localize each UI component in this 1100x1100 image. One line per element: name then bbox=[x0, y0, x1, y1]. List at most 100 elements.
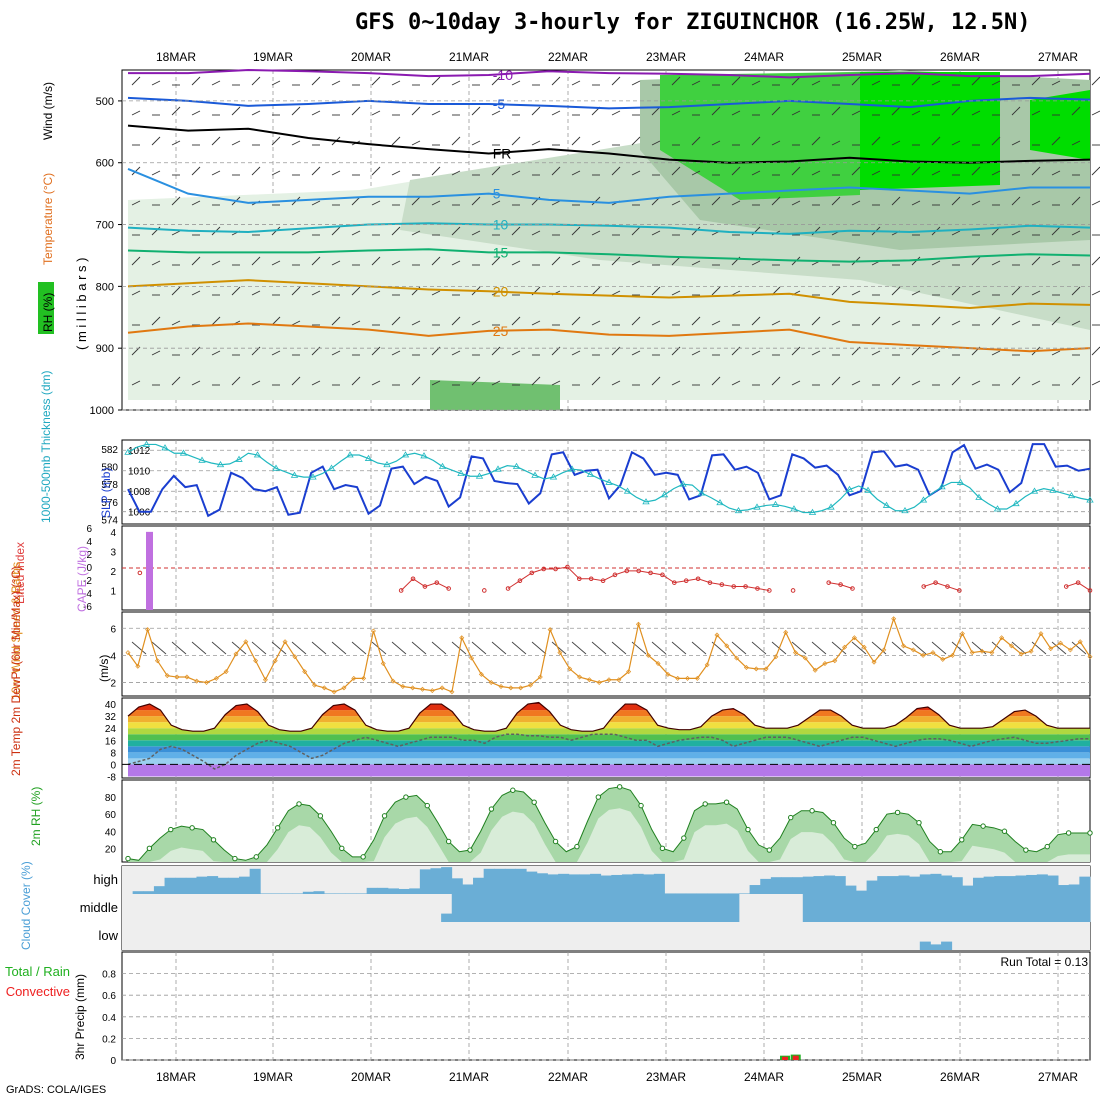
cloud-bar-high bbox=[1026, 874, 1038, 894]
date-label-top: 22MAR bbox=[548, 50, 588, 64]
cloud-bar-high bbox=[164, 877, 176, 894]
wind-barb bbox=[231, 376, 241, 386]
wind-barb bbox=[1091, 380, 1100, 386]
isotherm-label: FR bbox=[493, 145, 512, 161]
wind-barb bbox=[231, 641, 247, 655]
wind-barb bbox=[471, 140, 481, 146]
wind-barb bbox=[571, 350, 581, 356]
wind-barb bbox=[591, 230, 601, 236]
wind-barb bbox=[591, 320, 601, 326]
wind-barb bbox=[711, 286, 721, 296]
wind-barb bbox=[931, 136, 941, 146]
rh-point bbox=[681, 835, 687, 841]
wind-barb bbox=[571, 260, 581, 266]
cloud-bar-high bbox=[419, 869, 431, 894]
cloud-bar-high bbox=[1058, 885, 1070, 894]
wind-barb bbox=[571, 641, 587, 655]
isotherm-25 bbox=[127, 322, 1091, 353]
wind-barb bbox=[231, 140, 241, 146]
wind-barb bbox=[251, 380, 261, 386]
wind-barb bbox=[431, 380, 441, 386]
precip-tick-label: 0.6 bbox=[102, 991, 116, 1002]
cloud-bar-high bbox=[409, 888, 421, 894]
rh-area-inner bbox=[128, 808, 1090, 862]
li-point bbox=[529, 570, 535, 576]
rh-point bbox=[445, 838, 452, 845]
wind-barb bbox=[171, 320, 181, 326]
wind-barb bbox=[991, 641, 1007, 655]
wind-speed-point bbox=[469, 655, 475, 661]
wind-barb bbox=[951, 376, 961, 386]
cloud-bar-middle bbox=[1079, 894, 1091, 922]
wind-barb bbox=[1031, 166, 1041, 176]
wind-barb bbox=[271, 80, 281, 86]
wind-barb bbox=[1091, 110, 1100, 116]
date-label-top: 21MAR bbox=[449, 50, 489, 64]
wind-speed-point bbox=[419, 686, 425, 692]
wind-barb bbox=[991, 350, 1001, 356]
cloud-bar-middle bbox=[536, 894, 548, 922]
isotherm--5 bbox=[127, 96, 1091, 110]
wind-barb bbox=[891, 196, 901, 206]
wind-barb bbox=[811, 641, 827, 655]
cloud-bar-high bbox=[377, 887, 389, 894]
cloud-bar-high bbox=[345, 893, 357, 894]
wind-barb bbox=[411, 641, 427, 655]
slp-tick-label: 1012 bbox=[128, 446, 151, 457]
wind-barb bbox=[431, 110, 441, 116]
wind-speed-point bbox=[145, 627, 151, 633]
cloud-bar-middle bbox=[611, 894, 623, 922]
wind-speed-point bbox=[282, 639, 288, 645]
cloud-bar-high bbox=[207, 876, 219, 894]
wind-barb bbox=[771, 140, 781, 146]
wind-barb bbox=[831, 286, 841, 296]
wind-barb bbox=[531, 106, 541, 116]
wind-barb bbox=[551, 76, 561, 86]
li-tick-label: -2 bbox=[83, 576, 92, 587]
date-label-top: 19MAR bbox=[253, 50, 293, 64]
cloud-bar-high bbox=[313, 891, 325, 894]
wind-barb bbox=[691, 226, 701, 236]
cloud-bar-middle bbox=[1026, 894, 1038, 922]
wind-barb bbox=[771, 320, 781, 326]
cloud-bar-high bbox=[834, 876, 846, 894]
precip-tick-label: 0.4 bbox=[102, 1013, 116, 1024]
cloud-bar-high bbox=[621, 874, 633, 894]
cloud-bar-middle bbox=[813, 894, 825, 922]
date-label-bottom: 25MAR bbox=[842, 1070, 882, 1084]
rh-point bbox=[916, 820, 922, 826]
wind-barb bbox=[731, 200, 741, 206]
wind-barb bbox=[711, 196, 721, 206]
wind-speed-point bbox=[459, 635, 465, 641]
wind-barb bbox=[791, 200, 801, 206]
ylabel-wind-units: (m/s) bbox=[97, 655, 111, 682]
temp-tick-label: 32 bbox=[105, 712, 117, 723]
wind-barb bbox=[931, 170, 941, 176]
thickness-point bbox=[1067, 491, 1076, 499]
wind-barb bbox=[471, 106, 481, 116]
cape-tick-label: 3 bbox=[110, 547, 116, 558]
wind-barb bbox=[211, 641, 227, 655]
isotherm-label: 25 bbox=[493, 323, 509, 339]
isotherm-5 bbox=[127, 167, 1090, 204]
cloud-bar-high bbox=[228, 877, 240, 894]
cloud-bar-high bbox=[717, 893, 729, 894]
wind-speed-point bbox=[1028, 648, 1034, 654]
wind-barb bbox=[811, 136, 821, 146]
wind-barb bbox=[311, 290, 321, 296]
wind-barb bbox=[1011, 196, 1021, 206]
wind-barb bbox=[951, 196, 961, 206]
wind-barb bbox=[811, 170, 821, 176]
wind-barb bbox=[551, 110, 561, 116]
wind-barb bbox=[991, 80, 1001, 86]
wind-speed-point bbox=[370, 628, 376, 634]
wind-barb bbox=[691, 350, 701, 356]
temp-band bbox=[128, 734, 1090, 741]
wind-barb bbox=[951, 140, 961, 146]
wind-barb bbox=[331, 350, 341, 356]
wind-speed-point bbox=[763, 666, 769, 672]
wind-barb bbox=[711, 320, 721, 326]
wind-barb bbox=[871, 80, 881, 86]
cloud-bar-middle bbox=[717, 894, 729, 922]
date-label-bottom: 24MAR bbox=[744, 1070, 784, 1084]
